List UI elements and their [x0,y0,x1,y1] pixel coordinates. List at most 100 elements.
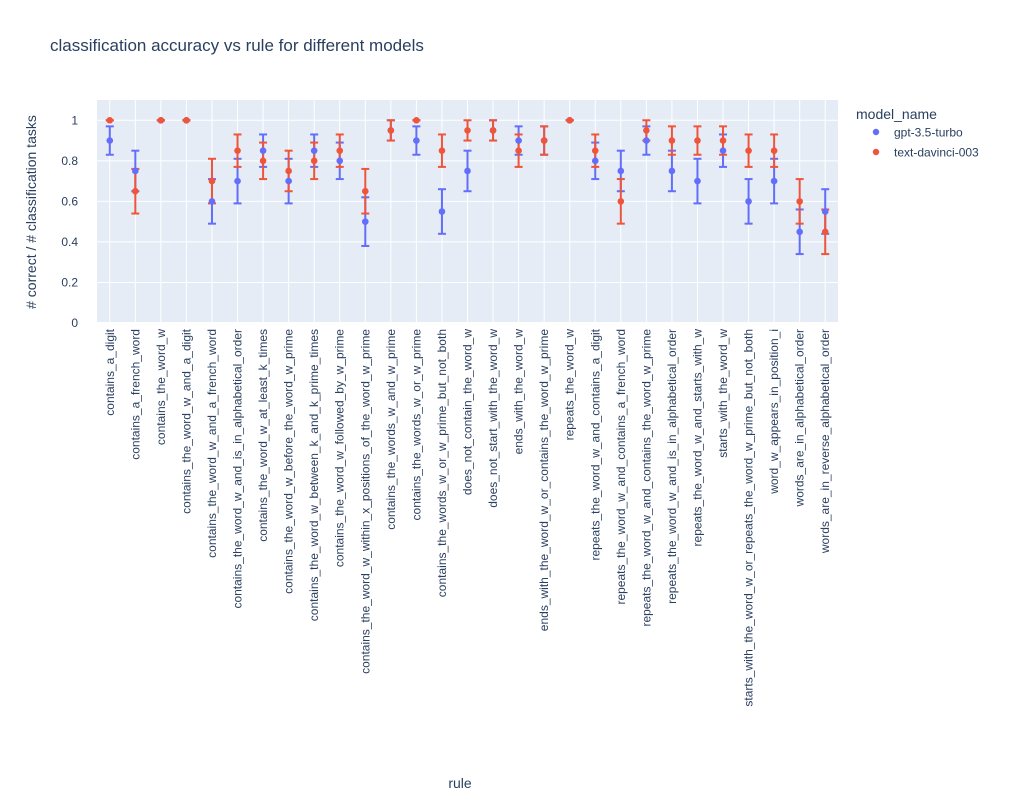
data-point[interactable] [438,147,446,154]
x-tick-label: words_are_in_alphabetical_order [793,329,807,507]
data-point[interactable] [796,198,803,205]
data-point[interactable] [208,177,216,185]
data-point[interactable] [643,127,650,134]
data-point[interactable] [285,167,292,175]
data-point[interactable] [745,198,752,205]
x-tick-label: contains_the_word_w_and_is_in_alphabetic… [231,329,245,609]
data-point[interactable] [106,116,114,124]
data-point[interactable] [796,228,803,236]
legend-marker-text-davinci-003 [872,148,880,156]
data-point[interactable] [234,177,241,185]
y-axis-label: # correct / # classification tasks [23,115,39,309]
x-tick-label: contains_the_word_w_within_x_positions_o… [358,329,372,674]
y-tick-labels: 0 0.2 0.4 0.6 0.8 1 [61,113,78,330]
x-tick-label: contains_the_word_w_and_a_digit [179,328,193,513]
legend-item-text-davinci-003[interactable]: text-davinci-003 [872,146,979,160]
data-point[interactable] [132,187,139,195]
data-point[interactable] [464,127,471,134]
data-point[interactable] [387,127,395,134]
x-tick-label: ends_with_the_word_w_or_contains_the_wor… [537,329,551,632]
x-tick-label: contains_the_word_w_followed_by_w_prime [333,329,347,567]
data-point[interactable] [336,147,344,154]
data-point[interactable] [515,137,522,144]
data-point[interactable] [668,137,676,144]
x-tick-labels: contains_a_digit contains_a_french_word co… [103,328,832,706]
data-point[interactable] [821,208,829,215]
legend-marker-gpt-3.5-turbo [872,128,880,136]
data-point[interactable] [719,137,727,144]
data-point[interactable] [438,208,446,215]
x-tick-label: contains_the_word_w_at_least_k_times [256,329,270,542]
x-tick-label: starts_with_the_word_w_or_repeats_the_wo… [742,329,756,707]
data-point[interactable] [310,147,318,154]
data-point[interactable] [413,137,420,144]
x-tick-label: repeats_the_word_w_and_contains_a_french… [614,329,628,605]
x-tick-label: repeats_the_word_w_and_contains_a_digit [588,328,602,560]
data-point[interactable] [745,147,752,154]
data-point[interactable] [694,137,701,144]
data-point[interactable] [515,147,522,154]
x-tick-label: starts_with_the_word_w [716,329,730,458]
data-point[interactable] [617,167,625,175]
data-point[interactable] [591,147,599,154]
data-point[interactable] [643,137,650,144]
chart-title: classification accuracy vs rule for diff… [50,36,424,55]
data-point[interactable] [489,127,497,134]
x-tick-label: repeats_the_word_w_and_starts_with_w [690,329,704,547]
data-point[interactable] [668,167,676,175]
data-point[interactable] [540,137,548,144]
x-tick-label: contains_the_word_w_before_the_word_w_pr… [282,329,296,594]
data-point[interactable] [617,198,625,205]
data-point[interactable] [361,218,369,225]
data-point[interactable] [361,187,369,195]
x-axis-label: rule [448,775,472,791]
y-tick-label: 0.8 [61,154,78,168]
data-point[interactable] [310,157,318,165]
data-point[interactable] [770,147,778,154]
x-tick-label: repeats_the_word_w_and_contains_the_word… [639,329,653,627]
data-point[interactable] [821,228,829,236]
legend[interactable]: model_name gpt-3.5-turbo text-davinci-00… [856,106,979,160]
legend-label-text-davinci-003: text-davinci-003 [894,146,979,160]
x-tick-label: word_w_appears_in_position_i [767,329,781,495]
y-tick-label: 0.4 [61,235,78,249]
data-point[interactable] [336,157,344,165]
x-tick-label: does_not_contain_the_word_w [461,329,475,495]
y-tick-label: 0.6 [61,194,78,208]
x-tick-label: contains_the_word_w_between_k_and_k_prim… [307,329,321,621]
data-point[interactable] [694,177,701,185]
data-point[interactable] [566,116,574,124]
x-tick-label: contains_a_french_word [128,329,142,460]
data-point[interactable] [208,198,216,205]
data-point[interactable] [157,116,165,124]
x-tick-label: contains_the_word_w_and_a_french_word [205,329,219,558]
data-point[interactable] [413,116,420,124]
data-point[interactable] [132,167,139,175]
legend-item-gpt-3.5-turbo[interactable]: gpt-3.5-turbo [872,126,963,140]
data-point[interactable] [719,147,727,154]
legend-title: model_name [856,106,937,122]
x-tick-label: contains_the_word_w [154,329,168,445]
data-point[interactable] [106,137,114,144]
data-point[interactable] [770,177,778,185]
x-tick-label: does_not_start_with_the_word_w [486,329,500,508]
x-tick-label: contains_the_words_w_and_w_prime [384,329,398,530]
data-point[interactable] [591,157,599,165]
data-point[interactable] [464,167,471,175]
data-point[interactable] [285,177,292,185]
x-tick-label: contains_a_digit [103,328,117,415]
y-tick-label: 0 [71,316,78,330]
x-tick-label: ends_with_the_word_w [512,329,526,455]
x-tick-label: repeats_the_word_w [563,329,577,441]
data-point[interactable] [259,157,267,165]
data-point[interactable] [259,147,267,154]
data-point[interactable] [183,116,190,124]
y-tick-label: 0.2 [61,275,78,289]
x-tick-label: words_are_in_reverse_alphabetical_order [818,329,832,554]
data-point[interactable] [234,147,241,154]
x-tick-label: repeats_the_word_w_and_is_in_alphabetica… [665,329,679,604]
x-tick-label: contains_the_words_w_or_w_prime [409,329,423,521]
data-points [106,116,829,236]
